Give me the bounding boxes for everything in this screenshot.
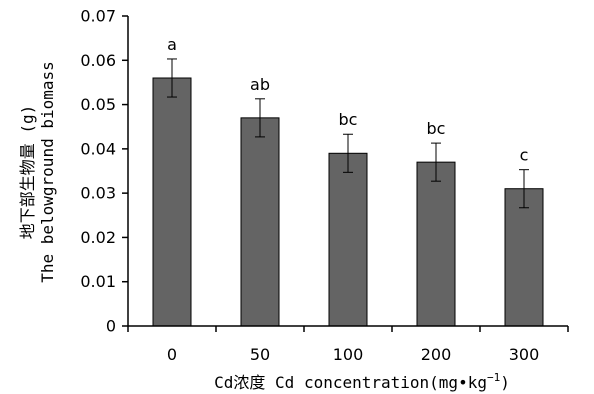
y-tick-label: 0.05 (80, 95, 116, 114)
bars (152, 77, 544, 327)
significance-label: ab (250, 75, 270, 94)
significance-label: c (520, 146, 529, 165)
x-axis-title-superscript: −1 (487, 371, 500, 384)
y-tick-label: 0 (106, 317, 116, 336)
x-axis-title: Cd浓度 Cd concentration(mg•kg−1) (214, 371, 510, 392)
y-axis-ticks: 0 0.01 0.02 0.03 0.04 0.05 0.06 0.07 (80, 7, 128, 336)
y-axis-title-chinese: 地下部生物量 (g) (18, 105, 37, 240)
x-tick-label: 200 (421, 345, 452, 364)
x-tick-label: 100 (333, 345, 364, 364)
y-tick-label: 0.01 (80, 272, 116, 291)
bar-100 (328, 152, 368, 327)
significance-labels: a ab bc bc c (167, 35, 528, 165)
x-tick-label: 300 (509, 345, 540, 364)
y-tick-label: 0.06 (80, 51, 116, 70)
y-axis-title: 地下部生物量 (g) The belowground biomass (18, 61, 57, 283)
bar-300 (504, 188, 544, 327)
bar-200 (416, 161, 456, 327)
significance-label: bc (427, 119, 446, 138)
y-tick-label: 0.03 (80, 184, 116, 203)
y-tick-label: 0.07 (80, 7, 116, 26)
significance-label: a (167, 35, 177, 54)
bar-0 (152, 77, 192, 327)
x-tick-label: 0 (167, 345, 177, 364)
y-axis-title-english: The belowground biomass (38, 61, 57, 283)
x-axis-title-main: Cd浓度 Cd concentration(mg•kg (214, 373, 487, 392)
x-tick-label: 50 (250, 345, 270, 364)
error-bars (167, 58, 529, 209)
y-tick-label: 0.02 (80, 228, 116, 247)
y-tick-label: 0.04 (80, 139, 116, 158)
x-axis-ticks: 0 50 100 200 300 (127, 326, 569, 364)
significance-label: bc (339, 110, 358, 129)
x-axis-title-close: ) (500, 373, 510, 392)
bar-50 (240, 117, 280, 327)
